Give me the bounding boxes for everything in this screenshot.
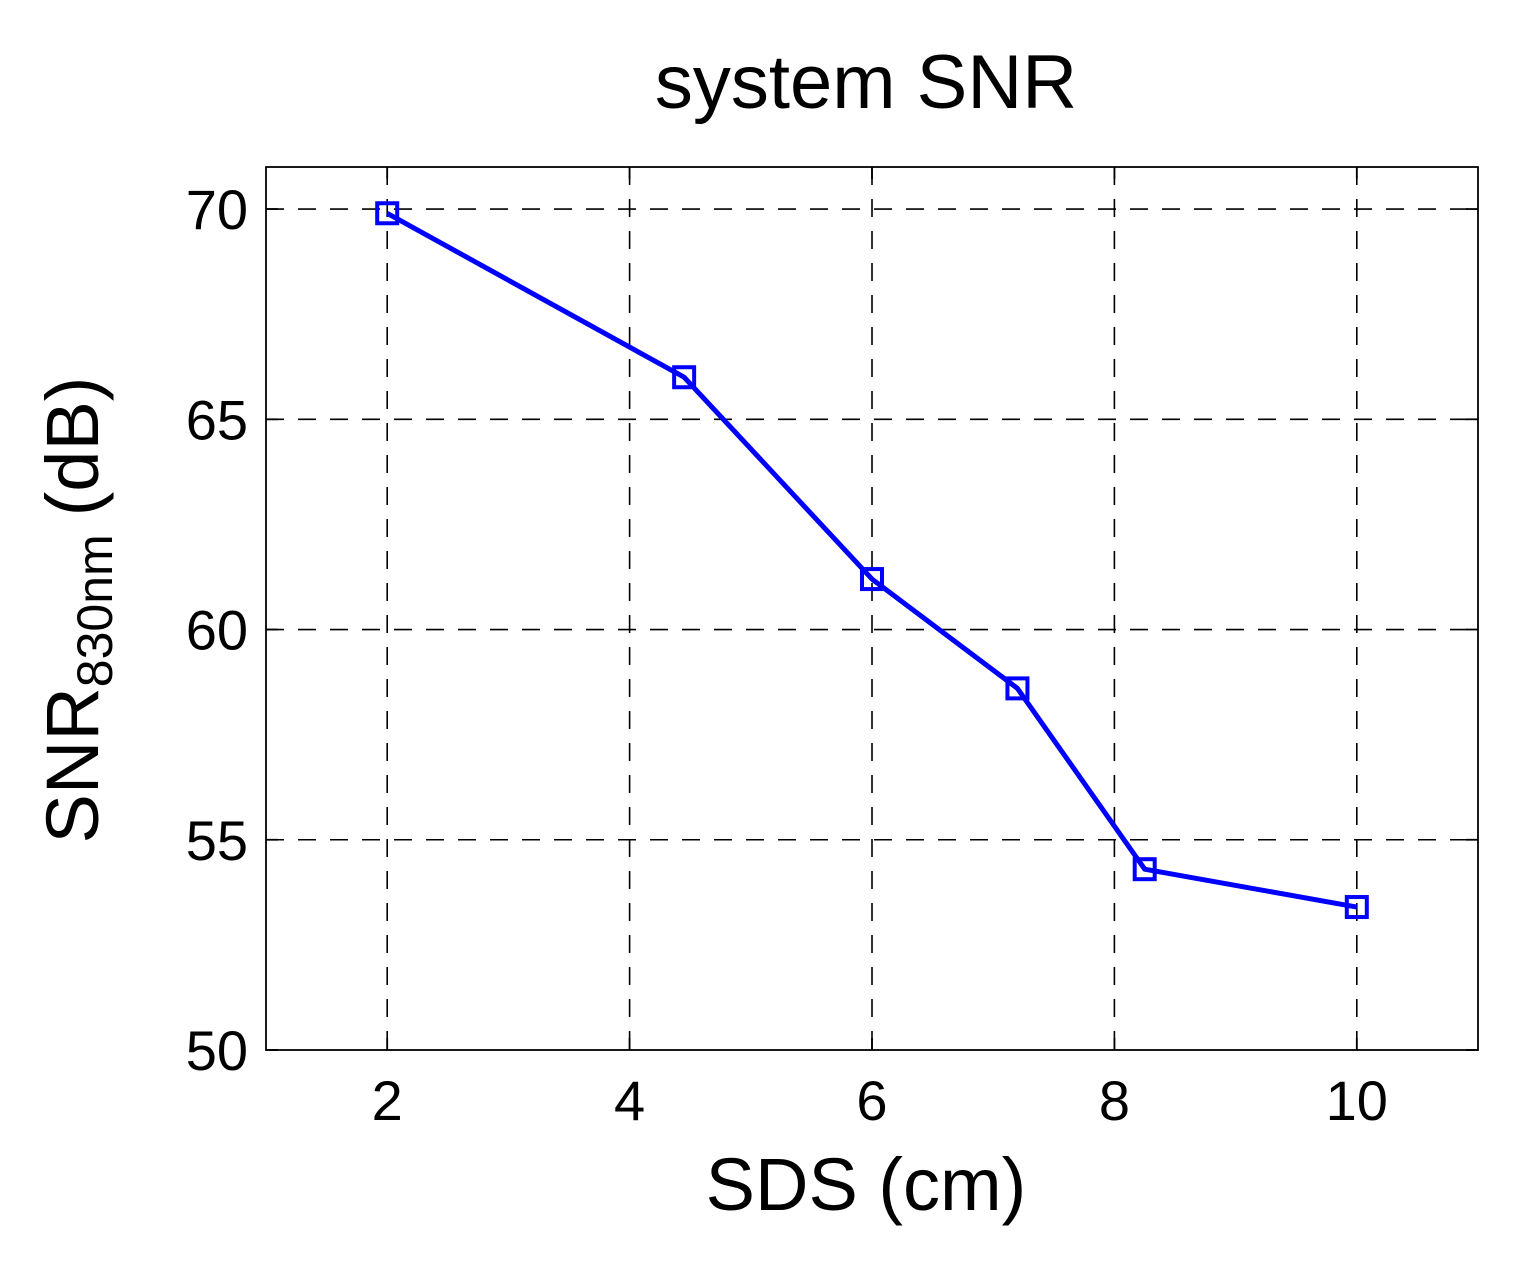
y-tick-label: 65 xyxy=(186,388,248,451)
y-axis-label: SNR830nm (dB) xyxy=(31,377,123,844)
x-tick-label: 6 xyxy=(856,1069,887,1132)
y-axis-label-unit: (dB) xyxy=(31,377,114,517)
series-line xyxy=(385,211,1358,910)
data-point-marker xyxy=(1005,676,1030,701)
axis-ticks: 2 4 6 8 10 50 55 60 65 70 xyxy=(186,167,1478,1132)
y-axis-label-subscript: 830nm xyxy=(67,534,123,687)
data-point-marker xyxy=(1132,857,1157,882)
y-tick-label: 50 xyxy=(186,1019,248,1082)
y-tick-label: 60 xyxy=(186,599,248,662)
y-tick-label: 55 xyxy=(186,809,248,872)
y-axis-label-main: SNR xyxy=(31,687,114,843)
x-tick-label: 2 xyxy=(372,1069,403,1132)
x-axis-label: SDS (cm) xyxy=(706,1143,1027,1226)
data-point-marker xyxy=(860,567,884,592)
x-tick-label: 10 xyxy=(1326,1069,1388,1132)
chart-title: system SNR xyxy=(655,40,1077,125)
data-point-marker xyxy=(672,365,697,390)
data-series xyxy=(375,201,1369,920)
x-tick-label: 4 xyxy=(614,1069,645,1132)
data-point-marker xyxy=(1344,895,1369,920)
data-point-marker xyxy=(375,201,400,226)
x-tick-label: 8 xyxy=(1099,1069,1130,1132)
y-tick-label: 70 xyxy=(186,178,248,241)
svg-text:SNR830nm(dB): SNR830nm (dB) xyxy=(31,377,123,844)
grid-lines xyxy=(266,167,1478,1050)
